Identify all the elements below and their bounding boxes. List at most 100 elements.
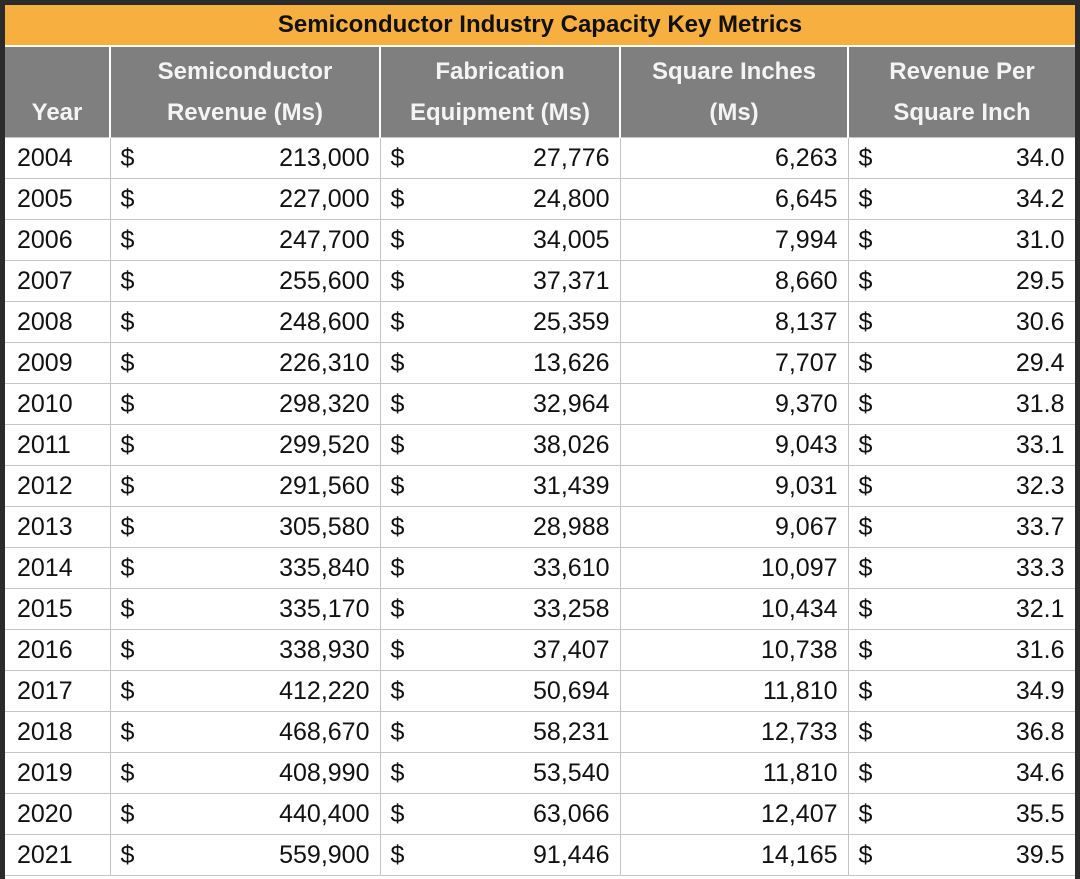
cell-value: 8,137 [774, 307, 838, 336]
cell-value: 6,263 [774, 143, 838, 172]
value-cell: 10,738 [619, 629, 849, 671]
currency-cell: $33,610 [391, 554, 610, 583]
cell-value: 34.0 [1015, 143, 1065, 172]
cell-value: 338,930 [279, 635, 370, 664]
cell-value: 11,810 [762, 676, 838, 705]
value-cell: $247,700 [109, 219, 381, 261]
value-cell: $559,900 [109, 834, 381, 876]
cell-value: 32,964 [533, 389, 610, 418]
currency-cell: $32.3 [859, 472, 1065, 501]
table-row: 2016 $338,930 $37,407 10,738 $31.6 [5, 629, 1075, 671]
currency-cell: $338,930 [121, 636, 370, 665]
value-cell: 11,810 [619, 752, 849, 794]
value-cell: $338,930 [109, 629, 381, 671]
cell-value: 39.5 [1015, 840, 1065, 869]
currency-symbol: $ [120, 266, 135, 295]
value-cell: $32.3 [847, 465, 1075, 507]
cell-value: 440,400 [279, 799, 370, 828]
table-row: 2017 $412,220 $50,694 11,810 $34.9 [5, 670, 1075, 712]
table-row: 2011 $299,520 $38,026 9,043 $33.1 [5, 424, 1075, 466]
currency-symbol: $ [390, 143, 405, 172]
value-cell: $34,005 [379, 219, 621, 261]
value-cell: 9,043 [619, 424, 849, 466]
value-cell: 9,031 [619, 465, 849, 507]
currency-cell: $34,005 [391, 226, 610, 255]
value-cell: $33,258 [379, 588, 621, 630]
currency-cell: $31.0 [859, 226, 1065, 255]
currency-symbol: $ [390, 266, 405, 295]
table-row: 2021 $559,900 $91,446 14,165 $39.5 [5, 834, 1075, 876]
cell-value: 50,694 [533, 676, 610, 705]
currency-cell: $32,964 [391, 390, 610, 419]
currency-cell: $298,320 [121, 390, 370, 419]
currency-symbol: $ [390, 225, 405, 254]
value-cell: $213,000 [109, 137, 381, 179]
currency-symbol: $ [390, 307, 405, 336]
currency-symbol: $ [390, 840, 405, 869]
currency-cell: $30.6 [859, 308, 1065, 337]
cell-value: 63,066 [533, 799, 610, 828]
year-cell: 2020 [5, 793, 111, 835]
cell-value: 53,540 [533, 758, 610, 787]
value-cell: $440,400 [109, 793, 381, 835]
currency-symbol: $ [858, 676, 873, 705]
currency-cell: $63,066 [391, 800, 610, 829]
currency-cell: $408,990 [121, 759, 370, 788]
currency-cell: $37,371 [391, 267, 610, 296]
value-cell: 9,067 [619, 506, 849, 548]
value-cell: $28,988 [379, 506, 621, 548]
value-cell: 6,645 [619, 178, 849, 220]
value-cell: 10,434 [619, 588, 849, 630]
cell-value: 91,446 [533, 840, 610, 869]
value-cell: $468,670 [109, 711, 381, 753]
year-cell: 2009 [5, 342, 111, 384]
header-row: Year Semiconductor Revenue (Ms) Fabricatio… [5, 47, 1075, 138]
currency-symbol: $ [858, 348, 873, 377]
cell-value: 10,434 [761, 594, 838, 623]
table-row: 2012 $291,560 $31,439 9,031 $32.3 [5, 465, 1075, 507]
value-cell: 12,733 [619, 711, 849, 753]
table-row: 2013 $305,580 $28,988 9,067 $33.7 [5, 506, 1075, 548]
currency-cell: $35.5 [859, 800, 1065, 829]
value-cell: $24,800 [379, 178, 621, 220]
currency-cell: $31,439 [391, 472, 610, 501]
currency-symbol: $ [390, 512, 405, 541]
value-cell: $34.6 [847, 752, 1075, 794]
cell-value: 9,043 [774, 430, 838, 459]
currency-cell: $213,000 [121, 144, 370, 173]
value-cell: $53,540 [379, 752, 621, 794]
currency-symbol: $ [858, 717, 873, 746]
cell-value: 31.6 [1015, 635, 1065, 664]
cell-value: 213,000 [279, 143, 370, 172]
year-cell: 2017 [5, 670, 111, 712]
table-title: Semiconductor Industry Capacity Key Metr… [5, 5, 1075, 47]
cell-value: 468,670 [279, 717, 370, 746]
currency-symbol: $ [120, 594, 135, 623]
currency-cell: $33.3 [859, 554, 1065, 583]
currency-cell: $31.6 [859, 636, 1065, 665]
currency-symbol: $ [390, 184, 405, 213]
currency-cell: $38,026 [391, 431, 610, 460]
currency-cell: $28,988 [391, 513, 610, 542]
cell-value: 29.5 [1015, 266, 1065, 295]
year-cell: 2016 [5, 629, 111, 671]
currency-cell: $34.9 [859, 677, 1065, 706]
cell-value: 37,371 [533, 266, 610, 295]
currency-symbol: $ [390, 799, 405, 828]
cell-value: 9,031 [774, 471, 838, 500]
currency-cell: $559,900 [121, 841, 370, 870]
cell-value: 33,610 [533, 553, 610, 582]
year-cell: 2010 [5, 383, 111, 425]
table-row: 2019 $408,990 $53,540 11,810 $34.6 [5, 752, 1075, 794]
currency-cell: $24,800 [391, 185, 610, 214]
value-cell: $37,371 [379, 260, 621, 302]
table-row: 2006 $247,700 $34,005 7,994 $31.0 [5, 219, 1075, 261]
value-cell: 6,263 [619, 137, 849, 179]
currency-symbol: $ [390, 389, 405, 418]
cell-value: 6,645 [774, 184, 838, 213]
currency-symbol: $ [858, 758, 873, 787]
cell-value: 34.6 [1015, 758, 1065, 787]
currency-symbol: $ [390, 717, 405, 746]
cell-value: 33.7 [1015, 512, 1065, 541]
cell-value: 33,258 [533, 594, 610, 623]
